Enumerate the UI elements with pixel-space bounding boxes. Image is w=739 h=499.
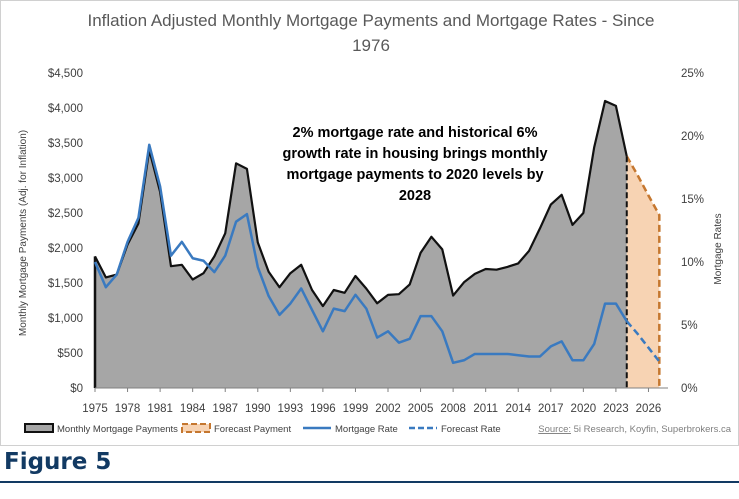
y-right-axis-title: Mortgage Rates: [713, 213, 724, 284]
y-right-tick-label: 15%: [681, 194, 704, 206]
x-tick-label: 2002: [375, 403, 401, 415]
chart-title-line: 1976: [352, 36, 390, 55]
chart-svg: Inflation Adjusted Monthly Mortgage Paym…: [18, 11, 732, 435]
rate-line: [93, 143, 628, 365]
annotation-line: 2028: [399, 188, 431, 204]
y-left-tick-label: $0: [70, 383, 83, 395]
legend-swatch-payment: [24, 423, 54, 433]
chart-title-line: Inflation Adjusted Monthly Mortgage Paym…: [88, 11, 655, 30]
source-label: Source:: [538, 424, 571, 435]
y-left-tick-label: $1,000: [48, 313, 83, 325]
payment-line: [94, 99, 628, 308]
x-tick-label: 2011: [473, 403, 498, 415]
x-tick-label: 1975: [82, 403, 108, 415]
y-left-tick-label: $4,000: [48, 103, 83, 115]
x-tick-label: 2020: [571, 403, 597, 415]
y-left-tick-label: $1,500: [48, 278, 83, 290]
annotation-line: mortgage payments to 2020 levels by: [286, 167, 543, 183]
figure-label: Figure 5: [4, 449, 112, 475]
source-text: Source: 5i Research, Koyfin, Superbroker…: [538, 424, 731, 435]
y-left-tick-label: $3,000: [48, 173, 83, 185]
annotation-line: 2% mortgage rate and historical 6%: [293, 125, 538, 141]
forecast-rate-line: [625, 320, 661, 363]
x-tick-label: 2017: [538, 403, 564, 415]
y-right-tick-label: 0%: [681, 383, 698, 395]
y-left-tick-label: $500: [57, 348, 83, 360]
y-left-axis-title: Monthly Mortgage Payments (Adj. for Infl…: [18, 130, 29, 336]
x-tick-label: 1990: [245, 403, 271, 415]
y-right-tick-label: 10%: [681, 257, 704, 269]
figure-rule: [0, 481, 739, 483]
x-tick-label: 2014: [505, 403, 531, 415]
y-left-tick-label: $4,500: [48, 68, 83, 80]
forecast-payment-line: [625, 155, 661, 388]
x-tick-label: 1978: [115, 403, 141, 415]
legend-label-forecast-rate: Forecast Rate: [441, 424, 501, 435]
x-tick-label: 1987: [212, 403, 238, 415]
x-tick-label: 1996: [310, 403, 336, 415]
y-left-tick-label: $2,500: [48, 208, 83, 220]
legend-label-rate: Mortgage Rate: [335, 424, 398, 435]
x-tick-label: 2023: [603, 403, 629, 415]
x-tick-label: 2008: [440, 403, 466, 415]
legend: Monthly Mortgage Payments Forecast Paymen…: [24, 423, 501, 435]
y-right-tick-label: 5%: [681, 320, 698, 332]
x-tick-label: 2026: [636, 403, 662, 415]
forecast-payment-area: [626, 156, 660, 388]
annotation-line: growth rate in housing brings monthly: [282, 146, 547, 162]
source-names: 5i Research, Koyfin, Superbrokers.ca: [571, 424, 732, 435]
legend-swatch-forecast-payment: [181, 423, 211, 433]
x-tick-label: 1984: [180, 403, 206, 415]
y-right-tick-label: 20%: [681, 131, 704, 143]
y-left-tick-label: $3,500: [48, 138, 83, 150]
y-right-tick-label: 25%: [681, 68, 704, 80]
chart-frame: Inflation Adjusted Monthly Mortgage Paym…: [0, 0, 739, 446]
legend-label-forecast-payment: Forecast Payment: [214, 424, 291, 435]
y-left-tick-label: $2,000: [48, 243, 83, 255]
x-tick-label: 1993: [278, 403, 304, 415]
x-tick-label: 2005: [408, 403, 434, 415]
x-tick-label: 1981: [147, 403, 173, 415]
legend-label-payment: Monthly Mortgage Payments: [57, 424, 178, 435]
x-tick-label: 1999: [343, 403, 369, 415]
payment-area: [95, 101, 627, 388]
